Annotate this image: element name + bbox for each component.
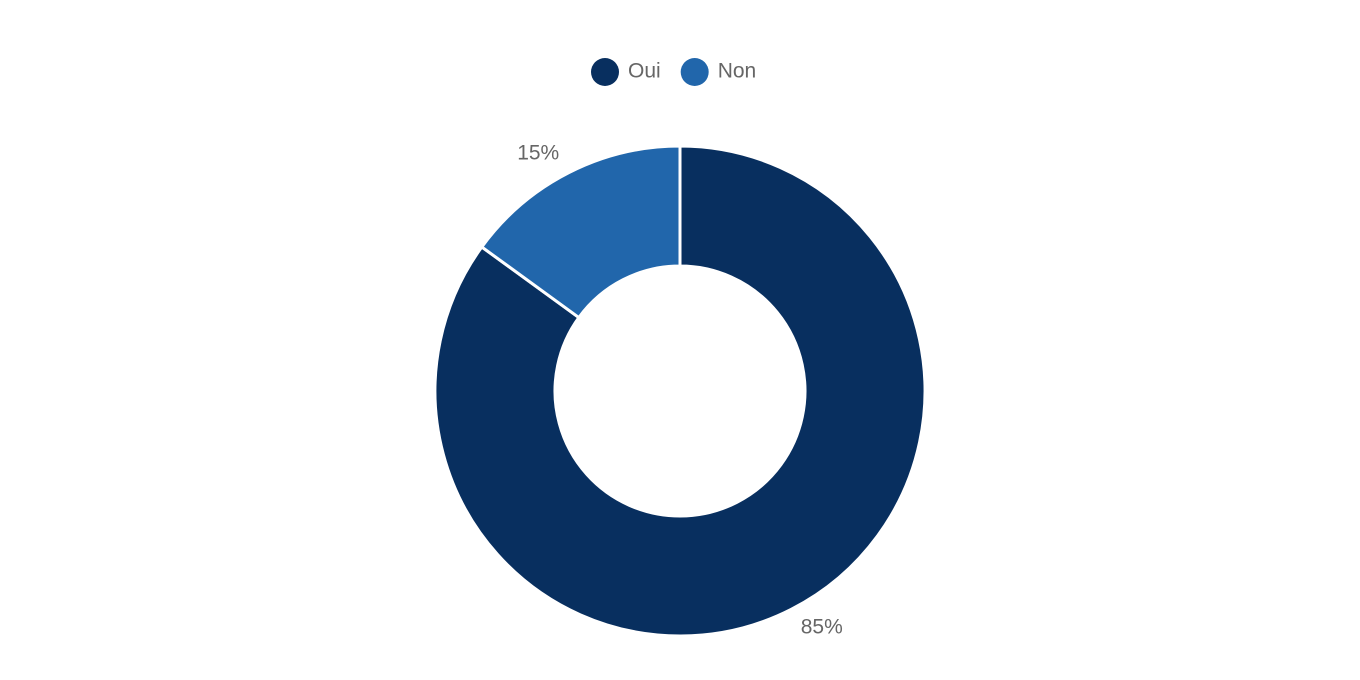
legend-label[interactable]: Non: [718, 60, 757, 83]
data-label: 85%: [801, 616, 843, 639]
donut-slice: [433, 144, 927, 638]
legend-marker[interactable]: [591, 58, 619, 86]
legend-label[interactable]: Oui: [628, 60, 661, 83]
legend-marker[interactable]: [680, 58, 709, 86]
data-label: 15%: [517, 142, 559, 165]
donut-slice: [479, 144, 682, 320]
